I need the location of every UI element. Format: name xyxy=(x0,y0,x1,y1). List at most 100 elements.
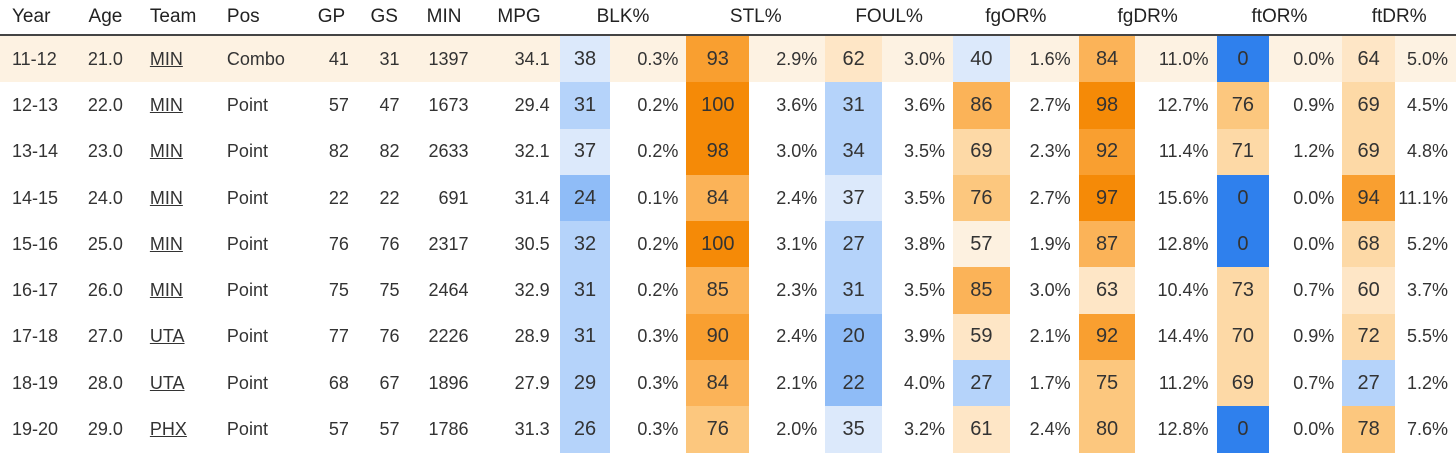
cell-ftdr-rank: 60 xyxy=(1342,267,1396,314)
cell-gs: 75 xyxy=(379,280,400,301)
cell-mpg: 28.9 xyxy=(514,326,550,347)
team-link[interactable]: MIN xyxy=(149,94,183,115)
col-age-header[interactable]: Age xyxy=(73,0,138,36)
cell-pos: Combo xyxy=(214,35,305,83)
cell-mpg: 31.3 xyxy=(514,419,550,440)
cell-foul-pct: 3.0% xyxy=(882,35,953,83)
team-link[interactable]: PHX xyxy=(149,419,187,440)
cell-pos: Point xyxy=(226,419,268,440)
cell-stl-rank: 84 xyxy=(686,174,750,222)
col-stl-header[interactable]: STL% xyxy=(686,0,826,36)
team-link[interactable]: MIN xyxy=(149,48,183,69)
cell-age: 27.0 xyxy=(87,326,123,347)
table-body: 11-12 21.0 MIN Combo 41 31 1397 34.1 38 0.3% 93 2.9… xyxy=(0,35,1456,453)
table-row: 12-13 22.0 MIN Point 57 47 1673 29.4 31 0.2% 100 3.… xyxy=(0,82,1456,129)
col-fgdr-header[interactable]: fgDR% xyxy=(1078,0,1217,36)
cell-gp: 76 xyxy=(328,233,349,254)
cell-fgdr-rank: 63 xyxy=(1078,267,1136,314)
col-fgor-header[interactable]: fgOR% xyxy=(952,0,1079,36)
cell-gp: 77 xyxy=(328,326,349,347)
table-row: 16-17 26.0 MIN Point 75 75 2464 32.9 31 0.2% 85 2.3… xyxy=(0,267,1456,314)
cell-fgor-pct: 1.9% xyxy=(1029,233,1071,254)
cell-year: 12-13 xyxy=(12,94,59,115)
cell-stl-pct: 3.6% xyxy=(776,94,818,115)
col-pos-header[interactable]: Pos xyxy=(214,0,305,36)
cell-blk-rank: 37 xyxy=(559,128,611,175)
cell-min: 1397 xyxy=(409,35,479,83)
col-gp-header[interactable]: GP xyxy=(304,0,359,36)
cell-age: 21.0 xyxy=(73,35,138,83)
cell-stl-rank: 90 xyxy=(686,313,750,361)
cell-fgor-pct: 1.6% xyxy=(1009,35,1079,83)
team-link[interactable]: UTA xyxy=(149,372,185,393)
cell-pos: Point xyxy=(226,94,268,115)
cell-ftor-rank: 0 xyxy=(1216,35,1270,83)
cell-mpg: 32.1 xyxy=(514,141,550,162)
cell-stl-rank: 100 xyxy=(686,82,750,129)
team-link[interactable]: MIN xyxy=(149,187,183,208)
cell-team: PHX xyxy=(138,406,215,452)
cell-stl-pct: 2.1% xyxy=(776,372,818,393)
cell-fgor-rank: 69 xyxy=(952,128,1010,175)
col-min-header[interactable]: MIN xyxy=(409,0,479,36)
cell-stl-pct: 3.0% xyxy=(776,141,818,162)
cell-min: 1896 xyxy=(428,372,469,393)
cell-mpg: 29.4 xyxy=(514,94,550,115)
table-row: 14-15 24.0 MIN Point 22 22 691 31.4 24 0.1% 84 2.4%… xyxy=(0,174,1456,222)
cell-fgor-pct: 2.1% xyxy=(1029,326,1071,347)
cell-gp: 41 xyxy=(304,35,359,83)
cell-stl-rank: 93 xyxy=(686,35,750,83)
cell-ftdr-pct: 5.0% xyxy=(1395,35,1456,83)
col-ftdr-header[interactable]: ftDR% xyxy=(1342,0,1456,36)
cell-fgor-rank: 76 xyxy=(952,174,1010,222)
cell-year: 13-14 xyxy=(12,141,59,162)
cell-ftdr-rank: 27 xyxy=(1342,360,1396,407)
table-row: 18-19 28.0 UTA Point 68 67 1896 27.9 29 0.3% 84 2.1… xyxy=(0,360,1456,407)
cell-ftor-rank: 73 xyxy=(1216,267,1270,314)
cell-blk-rank: 31 xyxy=(559,267,611,314)
cell-gp: 22 xyxy=(328,187,349,208)
cell-blk-pct: 0.3% xyxy=(637,419,679,440)
team-link[interactable]: MIN xyxy=(149,233,183,254)
cell-ftor-pct: 0.9% xyxy=(1293,326,1335,347)
col-year-header[interactable]: Year xyxy=(0,0,73,36)
col-mpg-header[interactable]: MPG xyxy=(478,0,560,36)
cell-foul-rank: 20 xyxy=(825,313,882,361)
cell-ftdr-pct: 5.2% xyxy=(1406,233,1448,254)
cell-min: 2464 xyxy=(428,280,469,301)
cell-mpg: 30.5 xyxy=(514,233,550,254)
cell-ftor-pct: 0.0% xyxy=(1293,419,1335,440)
col-foul-header[interactable]: FOUL% xyxy=(825,0,953,36)
cell-stl-pct: 2.0% xyxy=(776,419,818,440)
cell-fgor-pct: 2.4% xyxy=(1029,419,1071,440)
cell-mpg: 27.9 xyxy=(514,372,550,393)
cell-gs: 47 xyxy=(379,94,400,115)
team-link[interactable]: UTA xyxy=(149,326,185,347)
cell-foul-pct: 3.9% xyxy=(903,326,945,347)
cell-year: 18-19 xyxy=(12,372,59,393)
cell-ftdr-pct: 1.2% xyxy=(1406,372,1448,393)
cell-fgor-pct: 3.0% xyxy=(1029,280,1071,301)
cell-fgdr-pct: 15.6% xyxy=(1157,187,1209,208)
cell-stl-pct: 2.4% xyxy=(776,187,818,208)
team-link[interactable]: MIN xyxy=(149,141,183,162)
cell-foul-rank: 27 xyxy=(825,221,882,268)
cell-foul-rank: 37 xyxy=(825,174,882,222)
col-ftor-header[interactable]: ftOR% xyxy=(1216,0,1343,36)
col-blk-header[interactable]: BLK% xyxy=(559,0,687,36)
cell-ftdr-pct: 3.7% xyxy=(1406,280,1448,301)
cell-stl-pct: 2.4% xyxy=(776,326,818,347)
cell-foul-rank: 34 xyxy=(825,128,882,175)
cell-gs: 76 xyxy=(379,326,400,347)
cell-pos: Point xyxy=(226,141,268,162)
col-gs-header[interactable]: GS xyxy=(358,0,410,36)
cell-ftor-pct: 0.0% xyxy=(1293,187,1335,208)
cell-team: MIN xyxy=(138,82,215,128)
team-link[interactable]: MIN xyxy=(149,280,183,301)
col-team-header[interactable]: Team xyxy=(137,0,215,36)
cell-stl-rank: 98 xyxy=(686,128,750,175)
table-header: Year Age Team Pos GP GS MIN MPG BLK% STL… xyxy=(0,0,1456,36)
cell-fgdr-pct: 11.2% xyxy=(1158,372,1209,393)
cell-ftor-pct: 0.9% xyxy=(1293,94,1335,115)
cell-team: MIN xyxy=(138,175,215,221)
